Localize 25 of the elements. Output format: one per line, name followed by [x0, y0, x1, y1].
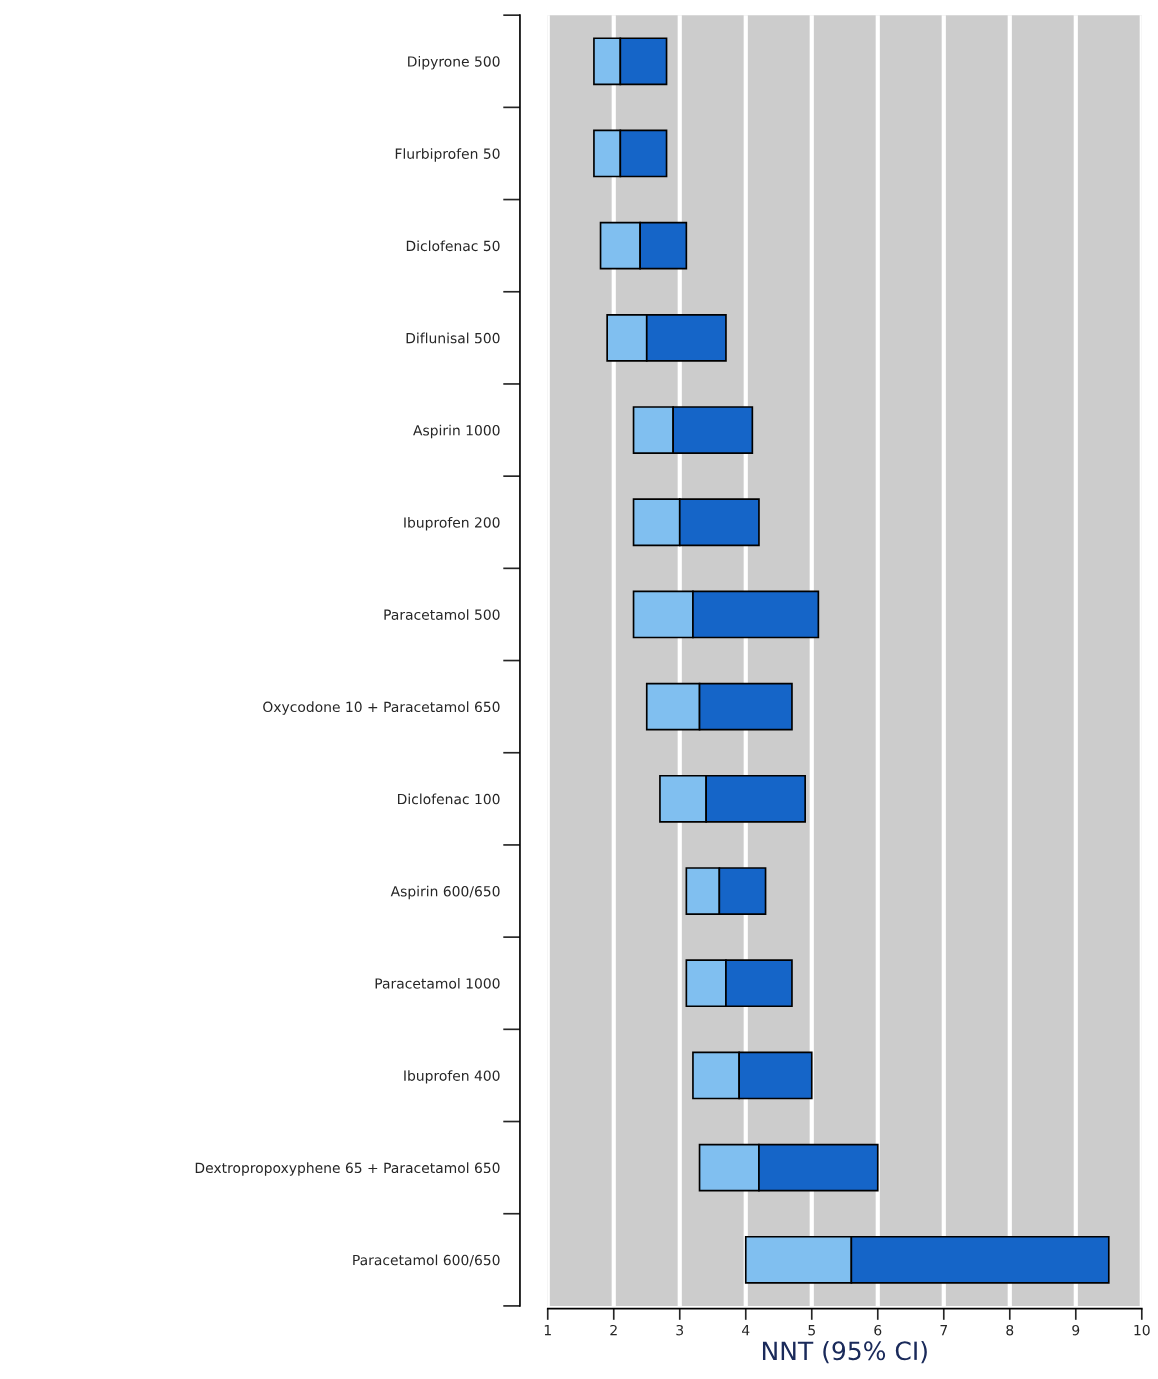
x-tick-label: 7	[940, 1325, 947, 1336]
x-tick-label: 9	[1072, 1324, 1080, 1336]
y-tick-label: Diclofenac 50	[406, 240, 500, 252]
y-tick-label: Paracetamol 600/650	[353, 1254, 500, 1267]
x-tick-label: 8	[1006, 1324, 1014, 1336]
x-tick-label: 2	[610, 1324, 617, 1336]
y-tick-label: Dextropropoxyphene 65 + Paracetamol 650	[195, 1162, 500, 1176]
y-tick-label: Oxycodone 10 + Paracetamol 650	[263, 701, 500, 715]
y-tick-label: Aspirin 1000	[413, 424, 500, 439]
x-tick-label: 6	[874, 1324, 882, 1336]
x-tick-label: 1	[544, 1325, 551, 1336]
y-tick-label: Paracetamol 1000	[375, 977, 500, 989]
x-axis-title: NNT (95% CI)	[762, 1340, 927, 1364]
y-tick-label: Diclofenac 100	[398, 793, 500, 805]
y-tick-label: Ibuprofen 200	[404, 516, 500, 531]
y-tick-label: Ibuprofen 400	[404, 1070, 500, 1084]
x-tick-label: 10	[1134, 1324, 1150, 1336]
y-tick-label: Flurbiprofen 50	[395, 148, 500, 162]
y-tick-label: Paracetamol 500	[384, 609, 500, 620]
x-tick-label: 5	[808, 1325, 815, 1336]
y-tick-label: Dipyrone 500	[408, 55, 500, 70]
x-tick-label: 3	[676, 1324, 684, 1336]
y-tick-label: Diflunisal 500	[406, 332, 500, 344]
x-tick-label: 4	[742, 1325, 750, 1336]
y-tick-label: Aspirin 600/650	[390, 885, 500, 900]
